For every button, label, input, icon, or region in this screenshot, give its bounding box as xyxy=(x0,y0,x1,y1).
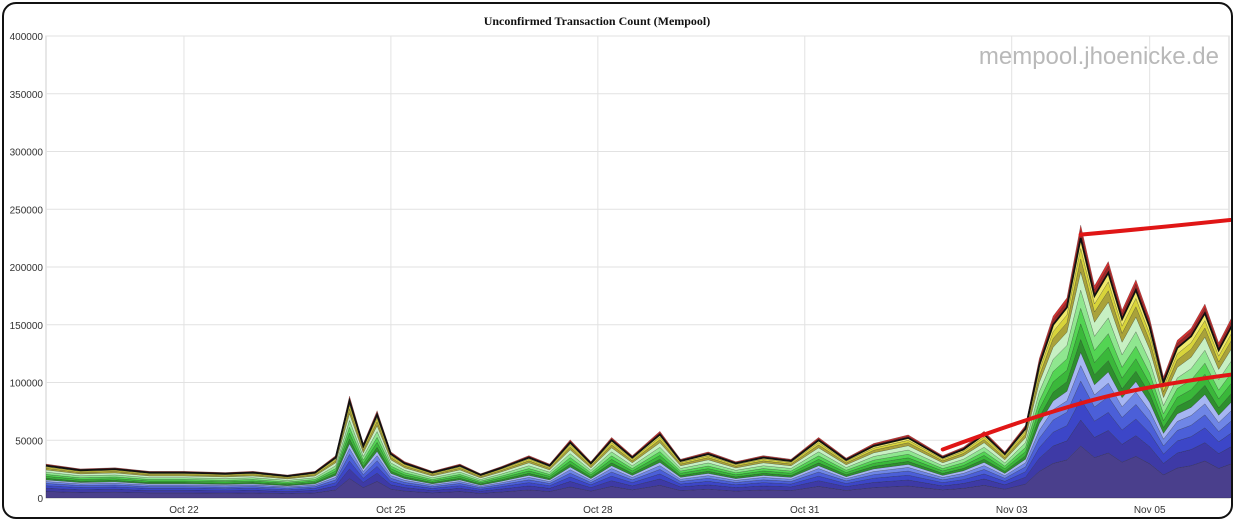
x-tick-label: Oct 22 xyxy=(169,505,199,516)
y-tick-label: 400000 xyxy=(10,32,44,43)
trend-layer xyxy=(940,217,1231,452)
y-tick-label: 150000 xyxy=(10,321,44,332)
watermark: mempool.jhoenicke.de xyxy=(979,43,1219,70)
y-tick-label: 300000 xyxy=(10,148,44,159)
y-tick-label: 350000 xyxy=(10,90,44,101)
y-tick-label: 100000 xyxy=(10,379,44,390)
y-tick-label: 0 xyxy=(37,494,43,505)
area-layer xyxy=(45,225,1231,499)
line-layer xyxy=(45,237,1231,478)
trendline-lows xyxy=(940,372,1231,452)
fee-band-area xyxy=(45,225,1231,476)
x-tick-label: Nov 05 xyxy=(1134,505,1166,516)
x-tick-label: Oct 31 xyxy=(790,505,820,516)
mempool-chart: 0 50000 100000 150000 200000 250000 300000 3500… xyxy=(10,14,1231,516)
y-tick-label: 250000 xyxy=(10,205,44,216)
x-tick-label: Nov 03 xyxy=(996,505,1028,516)
axis-layer: 0 50000 100000 150000 200000 250000 300000 3500… xyxy=(10,32,1166,516)
total-count-line xyxy=(45,237,1231,478)
chart-title: Unconfirmed Transaction Count (Mempool) xyxy=(484,14,711,28)
y-tick-label: 50000 xyxy=(15,436,43,447)
y-tick-label: 200000 xyxy=(10,263,44,274)
x-tick-label: Oct 28 xyxy=(583,505,613,516)
x-tick-label: Oct 25 xyxy=(376,505,406,516)
grid-layer xyxy=(45,35,1230,499)
